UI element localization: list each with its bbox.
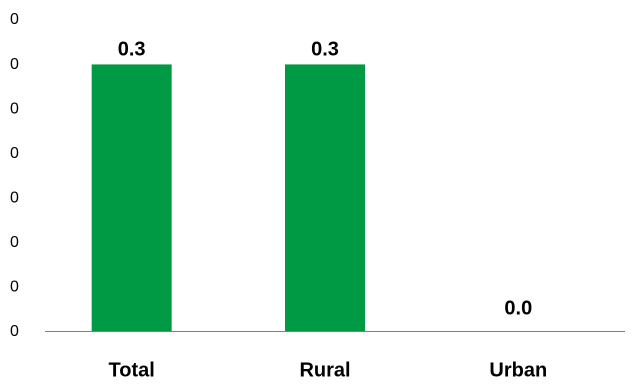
category-label-total: Total: [109, 359, 155, 381]
y-tick-label: 0: [10, 145, 19, 162]
y-tick-label: 0: [10, 279, 19, 296]
data-label-total: 0.3: [118, 39, 146, 61]
category-label-rural: Rural: [299, 359, 350, 381]
bar-rural: [285, 64, 365, 331]
bar-total: [91, 64, 172, 331]
y-tick-label: 0: [10, 100, 19, 117]
y-tick-label: 0: [10, 56, 19, 73]
data-label-rural: 0.3: [311, 39, 339, 61]
y-tick-label: 0: [10, 190, 19, 207]
category-label-urban: Urban: [489, 359, 547, 381]
data-label-urban: 0.0: [504, 297, 532, 319]
y-tick-label: 0: [10, 323, 19, 340]
y-tick-label: 0: [10, 11, 19, 28]
y-tick-label: 0: [10, 234, 19, 251]
